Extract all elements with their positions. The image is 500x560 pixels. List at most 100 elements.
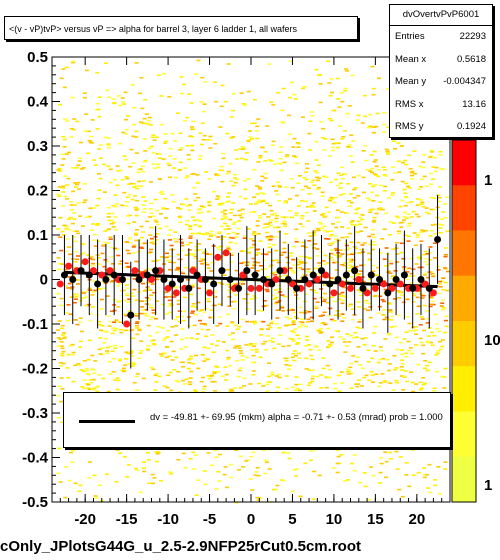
density-cell: [123, 91, 128, 94]
density-cell: [304, 185, 308, 188]
density-cell: [433, 479, 438, 481]
density-cell: [131, 246, 136, 248]
density-cell: [426, 335, 431, 337]
density-cell: [95, 128, 100, 130]
density-cell: [159, 480, 163, 482]
density-cell: [367, 235, 372, 238]
density-cell: [337, 312, 342, 315]
density-cell: [196, 479, 201, 481]
density-cell: [113, 347, 118, 350]
density-cell: [364, 299, 369, 302]
density-cell: [242, 298, 247, 300]
density-cell: [341, 136, 346, 138]
density-cell: [405, 298, 410, 301]
density-cell: [352, 469, 357, 472]
density-cell: [206, 375, 211, 377]
density-cell: [260, 146, 265, 149]
density-cell: [221, 152, 226, 155]
density-cell: [370, 374, 375, 376]
y-tick-label: -0.1: [22, 316, 48, 333]
density-cell: [241, 466, 246, 468]
density-cell: [239, 157, 244, 160]
density-cell: [294, 237, 299, 240]
density-cell: [126, 301, 131, 303]
density-cell: [263, 223, 268, 225]
density-cell: [312, 297, 317, 300]
density-cell: [348, 334, 353, 337]
density-cell: [140, 107, 145, 110]
density-cell: [118, 104, 123, 107]
density-cell: [243, 235, 247, 237]
density-cell: [299, 311, 304, 314]
density-cell: [88, 264, 93, 267]
density-cell: [371, 132, 376, 134]
density-cell: [142, 208, 147, 210]
density-cell: [425, 473, 429, 476]
density-cell: [216, 371, 221, 373]
density-cell: [233, 173, 237, 176]
density-cell: [426, 341, 430, 344]
density-cell: [120, 204, 125, 207]
density-cell: [132, 288, 137, 291]
density-cell: [367, 379, 372, 382]
fit-legend-text: dv = -49.81 +- 69.95 (mkm) alpha = -0.71…: [150, 412, 443, 423]
density-cell: [216, 196, 221, 199]
density-cell: [292, 264, 297, 266]
density-cell: [355, 274, 360, 277]
density-cell: [119, 331, 124, 334]
density-cell: [200, 263, 205, 265]
density-cell: [165, 336, 170, 338]
density-cell: [317, 474, 322, 477]
density-cell: [228, 162, 233, 165]
density-cell: [202, 103, 207, 105]
density-cell: [97, 148, 101, 150]
density-cell: [433, 170, 438, 173]
density-cell: [370, 228, 375, 231]
density-cell: [141, 282, 146, 285]
density-cell: [282, 251, 287, 254]
density-cell: [188, 237, 193, 239]
density-cell: [101, 244, 106, 246]
density-cell: [429, 341, 434, 344]
density-cell: [157, 375, 162, 378]
density-cell: [93, 233, 98, 236]
density-cell: [311, 232, 316, 234]
density-cell: [275, 386, 280, 389]
palette-band: [452, 140, 476, 186]
density-cell: [327, 117, 332, 120]
density-cell: [155, 460, 159, 463]
density-cell: [139, 340, 144, 342]
density-cell: [331, 142, 336, 145]
density-cell: [336, 146, 341, 149]
density-cell: [131, 162, 136, 164]
density-cell: [350, 220, 355, 222]
density-cell: [76, 232, 81, 235]
density-cell: [78, 321, 83, 323]
density-cell: [443, 331, 448, 334]
density-cell: [329, 279, 334, 281]
density-cell: [72, 204, 77, 206]
density-cell: [229, 291, 234, 294]
density-cell: [114, 327, 119, 330]
density-cell: [317, 262, 322, 264]
density-cell: [189, 102, 194, 104]
density-cell: [84, 368, 89, 370]
density-cell: [257, 497, 262, 499]
density-cell: [438, 154, 443, 156]
density-cell: [240, 208, 245, 211]
x-tick-label: -5: [203, 511, 216, 528]
density-cell: [141, 180, 146, 182]
density-cell: [248, 478, 253, 480]
density-cell: [368, 302, 373, 305]
density-cell: [290, 356, 295, 359]
density-cell: [193, 454, 198, 456]
density-cell: [100, 347, 105, 349]
density-cell: [202, 346, 207, 349]
density-cell: [267, 375, 272, 378]
density-cell: [118, 359, 122, 362]
density-cell: [82, 370, 87, 373]
density-cell: [268, 266, 272, 268]
density-cell: [298, 321, 303, 323]
density-cell: [326, 211, 331, 213]
red-data-point: [355, 276, 363, 283]
